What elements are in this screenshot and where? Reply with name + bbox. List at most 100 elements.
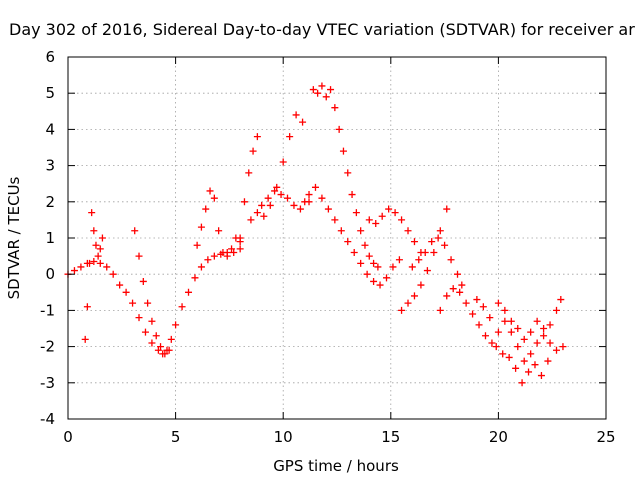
data-point (410, 238, 418, 246)
data-point (152, 332, 160, 340)
y-tick-label: 6 (45, 48, 55, 66)
data-point (299, 118, 307, 126)
data-point (331, 104, 339, 112)
data-point (434, 234, 442, 242)
data-point (520, 335, 528, 343)
data-point (337, 227, 345, 235)
data-point (167, 335, 175, 343)
data-point (129, 299, 137, 307)
data-point (415, 256, 423, 264)
data-point (83, 303, 91, 311)
data-point (505, 353, 513, 361)
data-point (537, 372, 545, 380)
y-tick-label: -2 (40, 338, 55, 356)
data-point (350, 248, 358, 256)
data-point (436, 227, 444, 235)
y-tick-label: 1 (45, 229, 55, 247)
data-point (421, 248, 429, 256)
x-tick-label: 5 (171, 428, 181, 446)
data-point (527, 328, 535, 336)
data-point (92, 241, 100, 249)
data-point (96, 259, 104, 267)
data-point (520, 357, 528, 365)
data-point (494, 328, 502, 336)
data-point (382, 274, 390, 282)
data-point (372, 220, 380, 228)
data-point (492, 343, 500, 351)
data-point (531, 361, 539, 369)
data-point (122, 288, 130, 296)
data-point (81, 335, 89, 343)
data-point (423, 267, 431, 275)
data-point (499, 350, 507, 358)
data-point (90, 227, 98, 235)
plot-frame (67, 56, 607, 420)
data-point (185, 288, 193, 296)
data-point (376, 281, 384, 289)
data-point (305, 191, 313, 199)
data-point (131, 227, 139, 235)
chart-title: Day 302 of 2016, Sidereal Day-to-day VTE… (9, 20, 635, 39)
x-tick-label: 0 (63, 428, 73, 446)
data-point (512, 364, 520, 372)
y-tick-label: 5 (45, 84, 55, 102)
data-point (197, 263, 205, 271)
data-point (210, 252, 218, 260)
data-point (443, 292, 451, 300)
grid-lines (68, 57, 606, 419)
data-point (141, 328, 149, 336)
x-tick-label: 10 (274, 428, 293, 446)
data-point (410, 292, 418, 300)
data-point (557, 296, 565, 304)
data-point (527, 350, 535, 358)
data-point (443, 205, 451, 213)
data-point (514, 343, 522, 351)
data-point (365, 216, 373, 224)
data-point (331, 216, 339, 224)
data-point (385, 205, 393, 213)
data-point (311, 183, 319, 191)
x-axis: 0 5 10 15 20 25 (63, 57, 616, 446)
data-point (70, 267, 78, 275)
data-point (215, 227, 223, 235)
data-point (501, 317, 509, 325)
data-point (202, 205, 210, 213)
data-point (447, 256, 455, 264)
data-point (148, 339, 156, 347)
data-point (389, 263, 397, 271)
data-point (236, 234, 244, 242)
data-point (398, 306, 406, 314)
data-point (178, 303, 186, 311)
data-point (228, 245, 236, 253)
data-point (469, 310, 477, 318)
data-point (324, 205, 332, 213)
data-point (249, 147, 257, 155)
data-point (96, 245, 104, 253)
y-axis: -4 -3 -2 -1 0 1 2 3 4 5 6 (40, 48, 606, 428)
data-point (271, 187, 279, 195)
data-point (296, 205, 304, 213)
data-point (357, 227, 365, 235)
data-point (253, 133, 261, 141)
data-point (501, 306, 509, 314)
data-point (352, 209, 360, 217)
data-point (290, 201, 298, 209)
data-point (488, 339, 496, 347)
data-point (327, 86, 335, 94)
data-point (339, 147, 347, 155)
data-point (223, 252, 231, 260)
data-point (210, 194, 218, 202)
y-tick-label: -1 (40, 301, 55, 319)
data-point (486, 314, 494, 322)
data-point (365, 252, 373, 260)
data-point (258, 201, 266, 209)
data-point (462, 299, 470, 307)
data-point (344, 238, 352, 246)
data-point (286, 133, 294, 141)
x-tick-label: 15 (381, 428, 400, 446)
data-point (361, 241, 369, 249)
data-point (370, 259, 378, 267)
data-point (240, 198, 248, 206)
data-point (475, 321, 483, 329)
